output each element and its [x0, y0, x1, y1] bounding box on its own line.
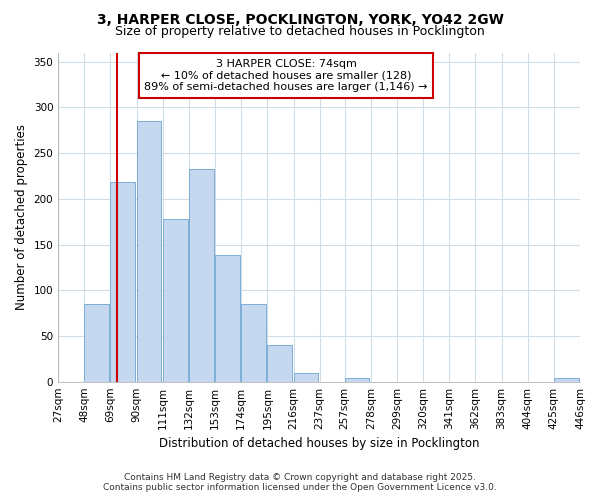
Bar — [215, 256, 240, 382]
Bar — [344, 378, 370, 382]
Y-axis label: Number of detached properties: Number of detached properties — [15, 124, 28, 310]
Bar — [137, 121, 161, 382]
Bar — [293, 372, 319, 382]
Text: Contains HM Land Registry data © Crown copyright and database right 2025.
Contai: Contains HM Land Registry data © Crown c… — [103, 473, 497, 492]
Bar — [268, 345, 292, 382]
Text: Size of property relative to detached houses in Pocklington: Size of property relative to detached ho… — [115, 25, 485, 38]
Text: 3, HARPER CLOSE, POCKLINGTON, YORK, YO42 2GW: 3, HARPER CLOSE, POCKLINGTON, YORK, YO42… — [97, 12, 503, 26]
Bar — [110, 182, 136, 382]
Bar — [163, 219, 188, 382]
X-axis label: Distribution of detached houses by size in Pocklington: Distribution of detached houses by size … — [159, 437, 479, 450]
Text: 3 HARPER CLOSE: 74sqm
← 10% of detached houses are smaller (128)
89% of semi-det: 3 HARPER CLOSE: 74sqm ← 10% of detached … — [145, 59, 428, 92]
Bar — [85, 304, 109, 382]
Bar — [241, 304, 266, 382]
Bar — [189, 168, 214, 382]
Bar — [554, 378, 578, 382]
